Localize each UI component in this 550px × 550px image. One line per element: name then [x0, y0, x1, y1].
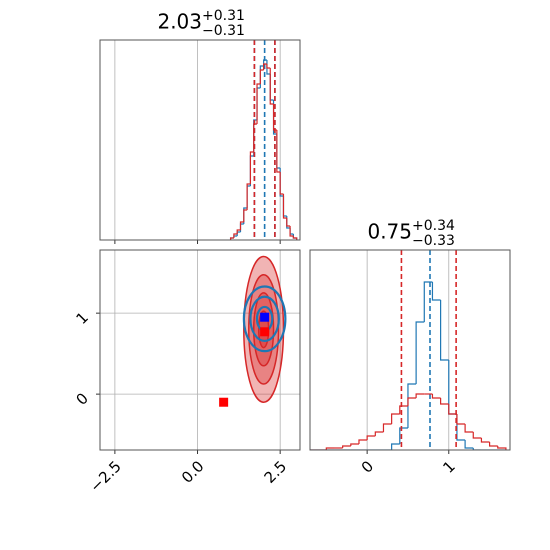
histogram-bin [431, 282, 441, 301]
histogram-bin [289, 226, 294, 237]
histogram-bin [391, 443, 400, 450]
title-lower: −0.33 [412, 233, 455, 249]
histogram-bin [266, 64, 271, 69]
histogram-bin [282, 194, 287, 219]
histogram-bin [480, 438, 490, 443]
marker [260, 312, 270, 322]
histogram-bin [286, 218, 291, 227]
histogram-bin [497, 446, 507, 450]
axes-frame [99, 39, 301, 241]
histogram-bin [246, 183, 251, 210]
marker [219, 397, 229, 407]
histogram-bin [456, 414, 466, 425]
x-tick-label: 0.0 [178, 457, 208, 487]
histogram-bin [342, 445, 351, 448]
histogram-bin [236, 229, 241, 234]
histogram-bin [448, 404, 457, 415]
histogram-bin [243, 209, 248, 222]
histogram-bin [407, 397, 417, 406]
x-tick-label: 1 [439, 457, 458, 476]
histogram-bin [464, 440, 474, 449]
histogram-bin [358, 439, 368, 444]
histogram-bin [488, 442, 498, 447]
axes-frame [99, 249, 301, 451]
axes-frame [309, 249, 511, 451]
y-tick-label: 0 [73, 389, 92, 408]
histogram-bin [399, 405, 408, 414]
x-tick-label: −2.5 [86, 457, 124, 495]
histogram-bin [233, 233, 238, 238]
histogram-bin [423, 281, 433, 322]
histogram-bin [431, 394, 441, 399]
density-contour [242, 285, 287, 353]
histogram-bin [472, 432, 482, 439]
y-tick-label: 1 [73, 308, 92, 327]
histogram-bin [374, 431, 384, 436]
histogram-bin [325, 447, 335, 450]
histogram-bin [263, 63, 267, 70]
histogram-bin [472, 448, 482, 450]
histogram-bin [229, 237, 234, 240]
histogram-bin [366, 435, 376, 440]
histogram-bin [464, 424, 474, 433]
histogram-bin [279, 172, 284, 195]
histogram-bin [382, 423, 392, 432]
histogram-bin [259, 69, 264, 84]
histogram-bin [292, 236, 298, 240]
histogram-bin [276, 130, 281, 173]
histogram-bin [399, 427, 408, 444]
histogram-bin [350, 443, 359, 446]
histogram-bin [272, 104, 277, 131]
title-upper: +0.34 [412, 218, 455, 234]
x-tick-label: 2.5 [261, 457, 291, 487]
histogram-bin [407, 383, 417, 428]
title-lower: −0.31 [202, 23, 245, 39]
density-contour [249, 295, 280, 343]
histogram-bin [391, 413, 400, 424]
histogram-bin [440, 398, 449, 405]
x-tick-label: 0 [358, 457, 377, 476]
histogram-bin [256, 83, 261, 124]
histogram-bin [415, 393, 425, 398]
marker [260, 327, 270, 337]
histogram-bin [269, 68, 274, 105]
histogram-bin [456, 414, 466, 441]
panel-title: 0.75 [367, 220, 412, 244]
title-upper: +0.31 [202, 8, 245, 24]
histogram-bin [249, 151, 254, 184]
histogram-bin [415, 321, 425, 384]
histogram-bin [239, 221, 244, 230]
panel-title: 2.03 [157, 10, 202, 34]
histogram-bin [440, 300, 449, 361]
